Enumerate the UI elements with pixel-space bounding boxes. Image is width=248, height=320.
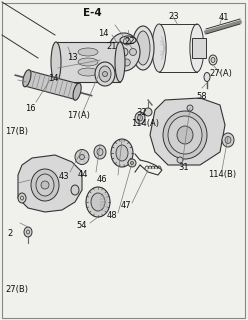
Ellipse shape bbox=[111, 139, 133, 167]
Ellipse shape bbox=[116, 145, 128, 161]
Ellipse shape bbox=[125, 36, 135, 60]
Ellipse shape bbox=[78, 48, 98, 56]
Ellipse shape bbox=[128, 159, 136, 167]
Ellipse shape bbox=[113, 55, 120, 62]
Ellipse shape bbox=[78, 58, 98, 66]
Ellipse shape bbox=[209, 55, 217, 65]
Text: 47: 47 bbox=[121, 201, 132, 210]
Ellipse shape bbox=[204, 73, 210, 82]
Ellipse shape bbox=[97, 148, 103, 156]
Ellipse shape bbox=[144, 108, 152, 116]
Text: 17(B): 17(B) bbox=[5, 127, 29, 136]
Ellipse shape bbox=[225, 137, 231, 143]
Ellipse shape bbox=[99, 66, 111, 82]
Ellipse shape bbox=[137, 115, 143, 121]
Ellipse shape bbox=[78, 68, 98, 76]
Text: 22: 22 bbox=[124, 37, 134, 46]
Ellipse shape bbox=[75, 149, 89, 164]
Ellipse shape bbox=[24, 227, 32, 237]
Text: 2: 2 bbox=[7, 229, 12, 238]
Text: 16: 16 bbox=[25, 104, 35, 113]
Ellipse shape bbox=[95, 62, 115, 86]
Ellipse shape bbox=[36, 174, 54, 196]
Text: 21: 21 bbox=[107, 42, 117, 51]
Text: 44: 44 bbox=[78, 170, 89, 179]
Text: 48: 48 bbox=[107, 212, 117, 220]
Text: 58: 58 bbox=[196, 92, 207, 100]
Text: 43: 43 bbox=[59, 172, 70, 181]
Ellipse shape bbox=[94, 145, 106, 159]
Ellipse shape bbox=[41, 181, 49, 189]
Ellipse shape bbox=[163, 111, 207, 159]
Ellipse shape bbox=[130, 162, 133, 164]
Ellipse shape bbox=[102, 71, 107, 76]
Ellipse shape bbox=[73, 83, 81, 100]
Ellipse shape bbox=[135, 112, 145, 124]
Ellipse shape bbox=[136, 31, 150, 65]
Text: 46: 46 bbox=[97, 175, 107, 184]
Ellipse shape bbox=[187, 105, 193, 111]
Ellipse shape bbox=[86, 187, 110, 217]
Ellipse shape bbox=[120, 48, 128, 56]
Ellipse shape bbox=[123, 38, 130, 45]
Ellipse shape bbox=[91, 193, 105, 211]
Text: 23: 23 bbox=[169, 12, 179, 20]
Text: 41: 41 bbox=[218, 13, 229, 22]
Ellipse shape bbox=[222, 133, 234, 147]
Text: 27(B): 27(B) bbox=[5, 285, 29, 294]
Ellipse shape bbox=[23, 70, 31, 87]
Text: 13: 13 bbox=[67, 53, 78, 62]
Bar bbox=[192, 38, 206, 58]
Text: 14: 14 bbox=[48, 74, 59, 83]
Text: 114(A): 114(A) bbox=[131, 119, 159, 128]
Ellipse shape bbox=[80, 155, 85, 159]
Bar bbox=[56, 42, 120, 82]
Ellipse shape bbox=[132, 26, 154, 70]
Ellipse shape bbox=[123, 59, 130, 66]
Ellipse shape bbox=[18, 193, 26, 203]
Ellipse shape bbox=[51, 42, 61, 82]
Text: 31: 31 bbox=[178, 163, 189, 172]
Ellipse shape bbox=[31, 169, 59, 201]
Text: 114(B): 114(B) bbox=[208, 170, 236, 179]
Polygon shape bbox=[150, 98, 225, 165]
Ellipse shape bbox=[211, 58, 215, 62]
Ellipse shape bbox=[168, 116, 202, 154]
Text: E-4: E-4 bbox=[83, 8, 102, 19]
Ellipse shape bbox=[177, 126, 193, 144]
Ellipse shape bbox=[115, 42, 125, 82]
Ellipse shape bbox=[108, 33, 140, 71]
Polygon shape bbox=[25, 70, 79, 100]
Ellipse shape bbox=[152, 24, 166, 72]
Text: 17(A): 17(A) bbox=[67, 111, 90, 120]
Ellipse shape bbox=[113, 42, 120, 49]
Text: 54: 54 bbox=[76, 221, 87, 230]
Text: 32: 32 bbox=[136, 108, 147, 116]
Ellipse shape bbox=[127, 41, 132, 55]
Polygon shape bbox=[18, 155, 82, 212]
Ellipse shape bbox=[190, 24, 204, 72]
Ellipse shape bbox=[177, 157, 183, 163]
Ellipse shape bbox=[71, 185, 79, 195]
Text: 27(A): 27(A) bbox=[210, 69, 232, 78]
Ellipse shape bbox=[129, 49, 136, 55]
Text: 14: 14 bbox=[98, 29, 108, 38]
